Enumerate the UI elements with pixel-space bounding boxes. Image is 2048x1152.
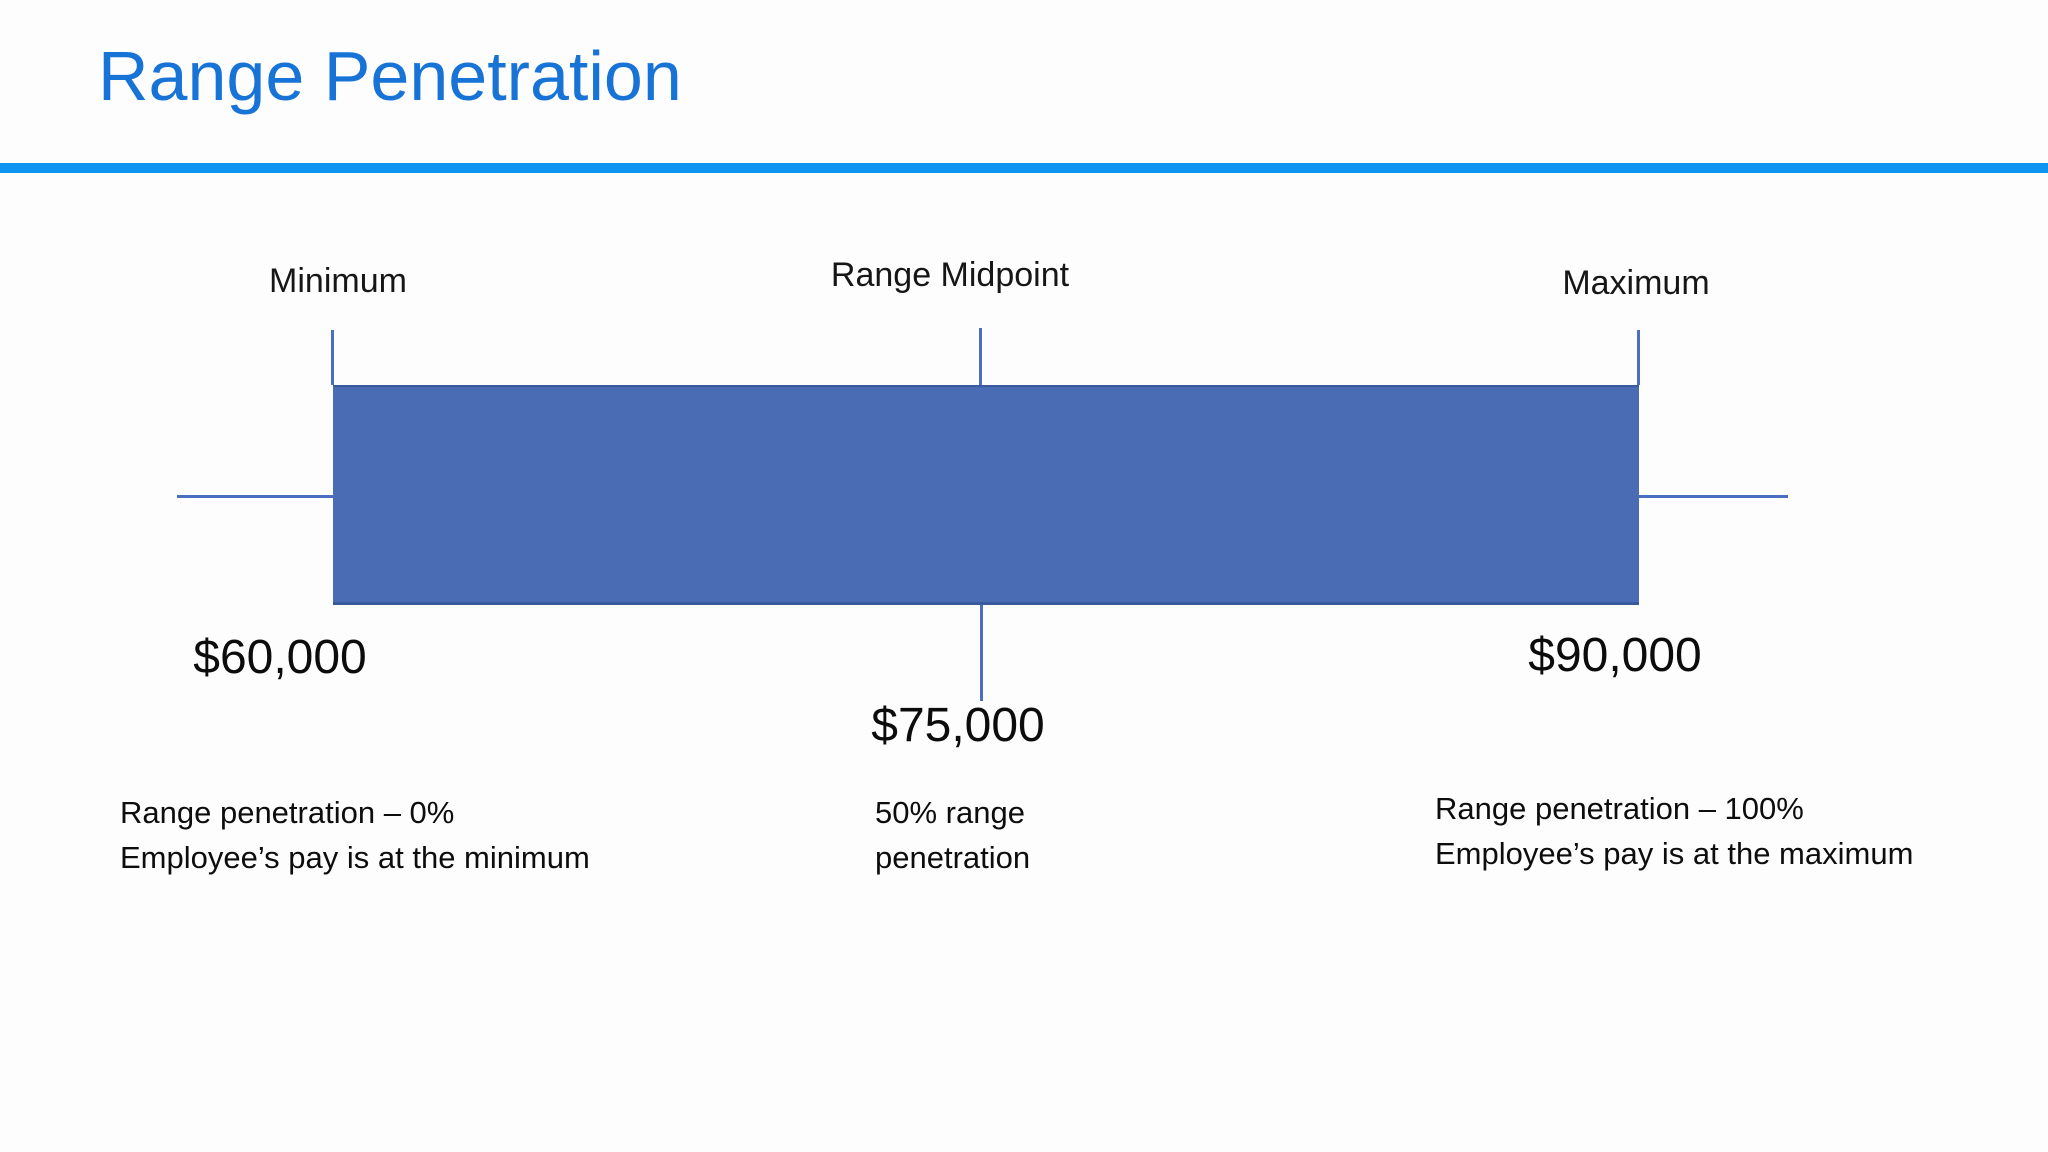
- leader-line-right: [1639, 495, 1788, 498]
- note-minimum-line2: Employee’s pay is at the minimum: [120, 840, 590, 875]
- tick-minimum: [331, 330, 334, 385]
- value-maximum: $90,000: [1528, 629, 1702, 682]
- note-maximum: Range penetration – 100% Employee’s pay …: [1435, 786, 1913, 876]
- label-maximum: Maximum: [1562, 264, 1710, 302]
- page-title: Range Penetration: [98, 37, 682, 115]
- salary-range-bar: [333, 385, 1639, 605]
- leader-line-left: [177, 495, 333, 498]
- label-range-midpoint: Range Midpoint: [830, 256, 1070, 294]
- value-midpoint: $75,000: [871, 699, 1045, 752]
- tick-midpoint-lower: [980, 605, 983, 701]
- note-maximum-line1: Range penetration – 100%: [1435, 791, 1804, 826]
- note-midpoint-line2: penetration: [875, 840, 1031, 875]
- note-midpoint: 50% range penetration: [875, 790, 1030, 880]
- tick-midpoint-upper: [979, 328, 982, 385]
- label-minimum: Minimum: [269, 262, 407, 300]
- note-minimum: Range penetration – 0% Employee’s pay is…: [120, 790, 590, 880]
- value-minimum: $60,000: [193, 631, 367, 684]
- note-midpoint-line1: 50% range: [875, 795, 1025, 830]
- note-maximum-line2: Employee’s pay is at the maximum: [1435, 836, 1914, 871]
- note-minimum-line1: Range penetration – 0%: [120, 795, 455, 830]
- tick-maximum: [1637, 330, 1640, 385]
- title-accent-rule: [0, 163, 2048, 173]
